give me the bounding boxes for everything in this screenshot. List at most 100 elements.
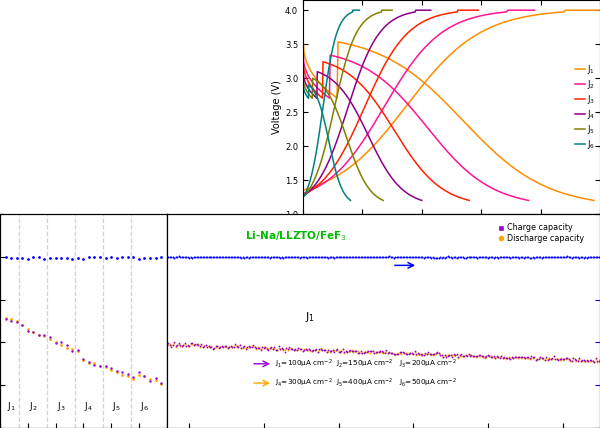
Point — [413, 253, 422, 260]
Point — [281, 254, 291, 261]
J$_1$ — [590, 198, 598, 203]
Point — [483, 352, 493, 359]
Point — [503, 354, 512, 361]
Point — [427, 351, 436, 358]
Point — [388, 349, 397, 356]
Point — [477, 352, 487, 359]
Point — [215, 343, 225, 350]
Point — [322, 349, 331, 356]
Point — [532, 356, 542, 363]
Point — [128, 375, 138, 382]
Point — [504, 355, 514, 362]
Point — [356, 348, 366, 355]
Point — [480, 254, 490, 261]
Point — [7, 318, 16, 324]
Point — [467, 352, 476, 359]
Point — [522, 254, 532, 261]
Point — [386, 349, 395, 356]
Point — [415, 254, 424, 261]
Text: J$_6$: J$_6$ — [140, 400, 149, 413]
Point — [439, 254, 448, 261]
Point — [254, 344, 264, 351]
Point — [171, 344, 181, 351]
Point — [440, 352, 449, 359]
Point — [220, 343, 230, 350]
Point — [192, 341, 202, 348]
Point — [449, 254, 458, 261]
Point — [286, 345, 295, 352]
Point — [118, 369, 127, 375]
Point — [238, 345, 248, 352]
Point — [230, 254, 240, 261]
Point — [272, 347, 282, 354]
Point — [328, 346, 337, 353]
Point — [385, 348, 394, 355]
Point — [311, 346, 321, 353]
Point — [401, 254, 410, 261]
Point — [343, 254, 352, 261]
Point — [549, 353, 559, 360]
Point — [253, 344, 263, 351]
Point — [314, 346, 324, 353]
Point — [79, 356, 88, 363]
Point — [558, 356, 568, 363]
Point — [199, 254, 209, 261]
Point — [293, 345, 303, 351]
Point — [101, 363, 110, 370]
Point — [209, 345, 219, 351]
Point — [531, 253, 541, 260]
Point — [528, 355, 538, 362]
Point — [386, 349, 395, 356]
Point — [45, 336, 55, 342]
J$_1$ — [563, 192, 571, 197]
Point — [250, 343, 260, 350]
Point — [425, 350, 434, 357]
Point — [281, 345, 291, 351]
Point — [549, 254, 559, 261]
Point — [220, 253, 230, 260]
Point — [464, 351, 473, 357]
Point — [529, 354, 539, 361]
Point — [476, 254, 485, 261]
Point — [140, 372, 149, 379]
Point — [265, 345, 275, 352]
Point — [520, 355, 530, 362]
Point — [304, 253, 313, 260]
Point — [529, 354, 539, 361]
Point — [304, 346, 313, 353]
Point — [177, 342, 187, 349]
J$_3$ — [398, 139, 405, 144]
Point — [277, 345, 287, 352]
Point — [449, 351, 458, 358]
J$_3$ — [299, 55, 307, 60]
Point — [308, 253, 318, 260]
Point — [447, 353, 457, 360]
Point — [247, 343, 257, 350]
J$_2$ — [504, 192, 511, 197]
Point — [373, 348, 382, 355]
Point — [271, 346, 281, 353]
Point — [317, 347, 327, 354]
Point — [151, 255, 160, 262]
Point — [145, 377, 155, 384]
Point — [553, 356, 563, 363]
Point — [89, 360, 99, 367]
Point — [461, 254, 470, 261]
Point — [314, 254, 324, 261]
Point — [275, 346, 285, 353]
Point — [364, 348, 373, 355]
Point — [326, 348, 336, 354]
Point — [301, 345, 310, 352]
Point — [522, 354, 532, 361]
Point — [495, 354, 505, 361]
Point — [295, 254, 304, 261]
Point — [193, 254, 203, 261]
Point — [298, 348, 307, 355]
Point — [189, 253, 199, 260]
X-axis label: Specific Capacity (mAh·g⁻¹): Specific Capacity (mAh·g⁻¹) — [389, 231, 514, 240]
Point — [494, 354, 503, 360]
Point — [206, 343, 216, 350]
Point — [112, 368, 121, 374]
Point — [187, 340, 197, 347]
Point — [458, 352, 467, 359]
